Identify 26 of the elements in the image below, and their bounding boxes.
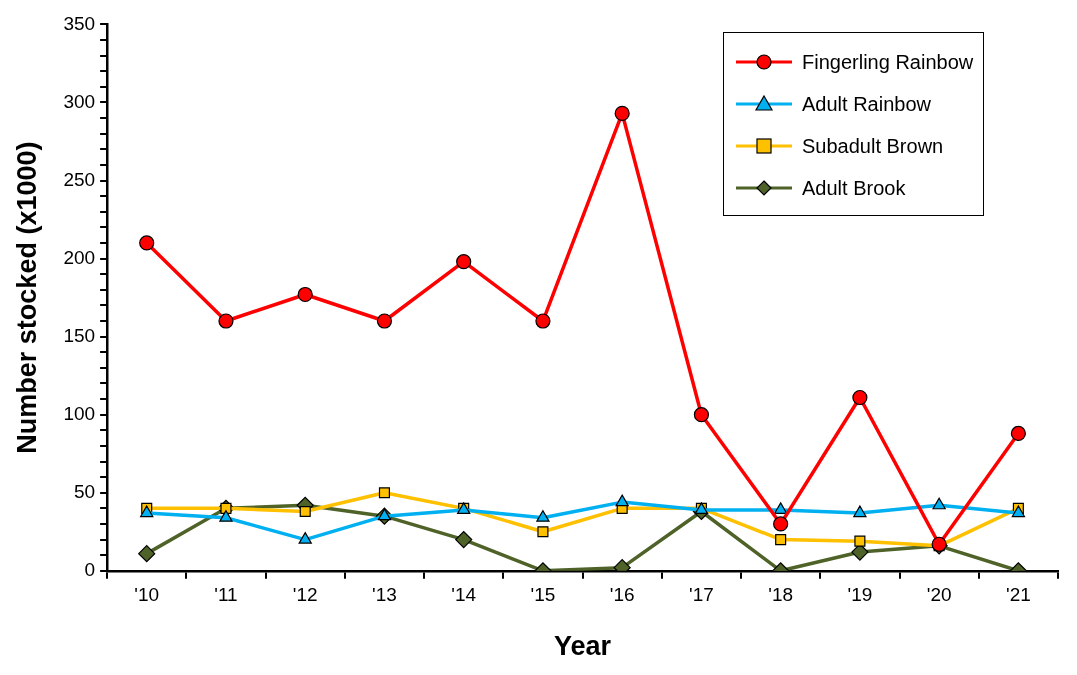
x-tick-label: '17	[689, 584, 714, 606]
x-tick-label: '16	[609, 584, 635, 606]
x-tick-label: '18	[768, 584, 794, 606]
x-tick-label: '11	[214, 584, 238, 606]
x-tick-label: '13	[372, 584, 397, 606]
legend-label: Fingerling Rainbow	[802, 50, 974, 74]
y-tick-label: 250	[63, 168, 96, 190]
x-tick-label: '20	[926, 584, 952, 606]
y-tick-label: 150	[63, 324, 96, 346]
x-axis-title: Year	[554, 631, 612, 662]
x-tick-label: '12	[292, 584, 318, 606]
y-tick-label: 300	[63, 90, 96, 112]
legend-label: Adult Brook	[802, 176, 906, 200]
x-tick-label: '15	[530, 584, 556, 606]
x-tick-label: '19	[847, 584, 873, 606]
y-tick-label: 200	[63, 246, 96, 268]
x-tick-label: '21	[1006, 584, 1031, 606]
legend-label: Subadult Brown	[802, 134, 944, 158]
y-axis-title: Number stocked (x1000)	[11, 141, 42, 454]
y-tick-label: 100	[63, 402, 96, 424]
x-tick-label: '10	[134, 584, 160, 606]
legend-label: Adult Rainbow	[802, 92, 931, 116]
y-tick-label: 350	[63, 12, 96, 34]
y-tick-label: 0	[84, 559, 96, 581]
y-tick-label: 50	[73, 480, 96, 502]
x-tick-label: '14	[451, 584, 477, 606]
